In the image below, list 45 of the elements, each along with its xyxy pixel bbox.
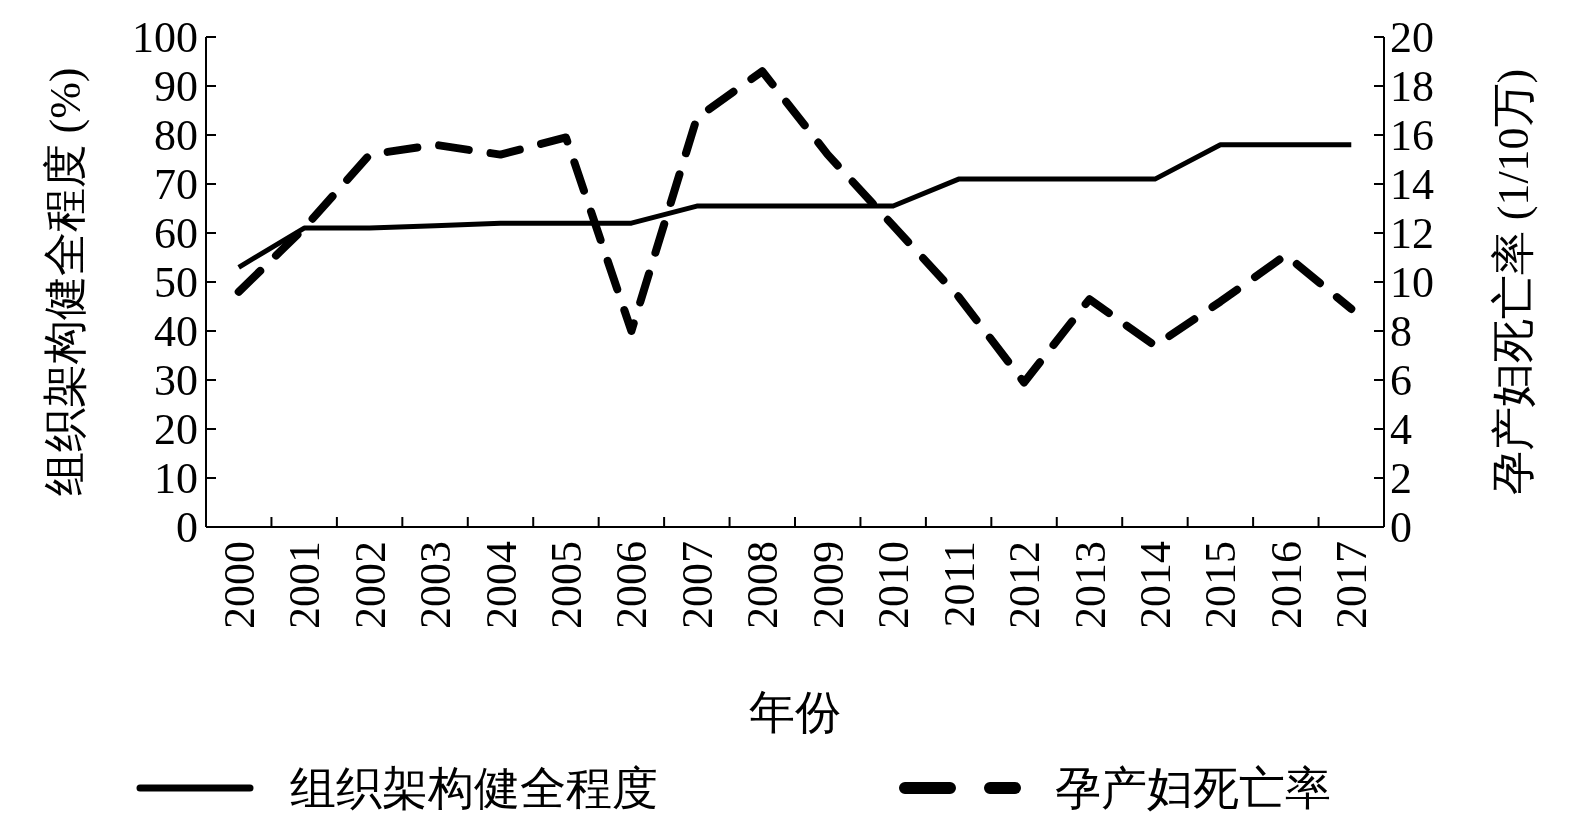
x-tick-label: 2000 [214,541,264,629]
x-tick-label: 2014 [1130,541,1180,629]
y-tick-label: 30 [154,356,198,405]
x-tick-label: 2016 [1261,541,1311,629]
y2-tick-label: 2 [1390,454,1412,503]
y2-tick-label: 8 [1390,307,1412,356]
y2-tick-label: 0 [1390,503,1412,552]
y-tick-label: 10 [154,454,198,503]
x-tick-label: 2009 [803,541,853,629]
legend-label: 孕产妇死亡率 [1055,763,1331,814]
x-tick-label: 2017 [1327,541,1377,629]
x-tick-label: 2005 [541,541,591,629]
x-tick-label: 2003 [411,541,461,629]
y2-tick-label: 18 [1390,62,1434,111]
y-tick-label: 90 [154,62,198,111]
y2-tick-label: 10 [1390,258,1434,307]
x-tick-label: 2011 [934,541,984,628]
x-tick-label: 2002 [345,541,395,629]
y2-tick-label: 14 [1390,160,1434,209]
x-axis-title: 年份 [749,687,841,738]
y2-tick-label: 12 [1390,209,1434,258]
y-tick-label: 100 [132,13,198,62]
y-tick-label: 60 [154,209,198,258]
y2-tick-label: 6 [1390,356,1412,405]
y-tick-label: 20 [154,405,198,454]
x-tick-label: 2004 [476,541,526,629]
y2-axis-title: 孕产妇死亡率 (1/10万) [1489,68,1538,496]
legend-label: 组织架构健全程度 [290,763,658,814]
x-tick-label: 2010 [869,541,919,629]
y-tick-label: 0 [176,503,198,552]
x-tick-label: 2008 [738,541,788,629]
x-tick-label: 2001 [280,541,330,629]
y2-tick-label: 16 [1390,111,1434,160]
x-tick-label: 2015 [1196,541,1246,629]
x-tick-label: 2012 [1000,541,1050,629]
y-tick-label: 50 [154,258,198,307]
y-tick-label: 80 [154,111,198,160]
y-axis-title: 组织架构健全程度 (%) [41,67,90,497]
y-tick-label: 40 [154,307,198,356]
y2-tick-label: 20 [1390,13,1434,62]
x-tick-label: 2013 [1065,541,1115,629]
y2-tick-label: 4 [1390,405,1412,454]
y-tick-label: 70 [154,160,198,209]
x-tick-label: 2006 [607,541,657,629]
x-tick-label: 2007 [672,541,722,629]
